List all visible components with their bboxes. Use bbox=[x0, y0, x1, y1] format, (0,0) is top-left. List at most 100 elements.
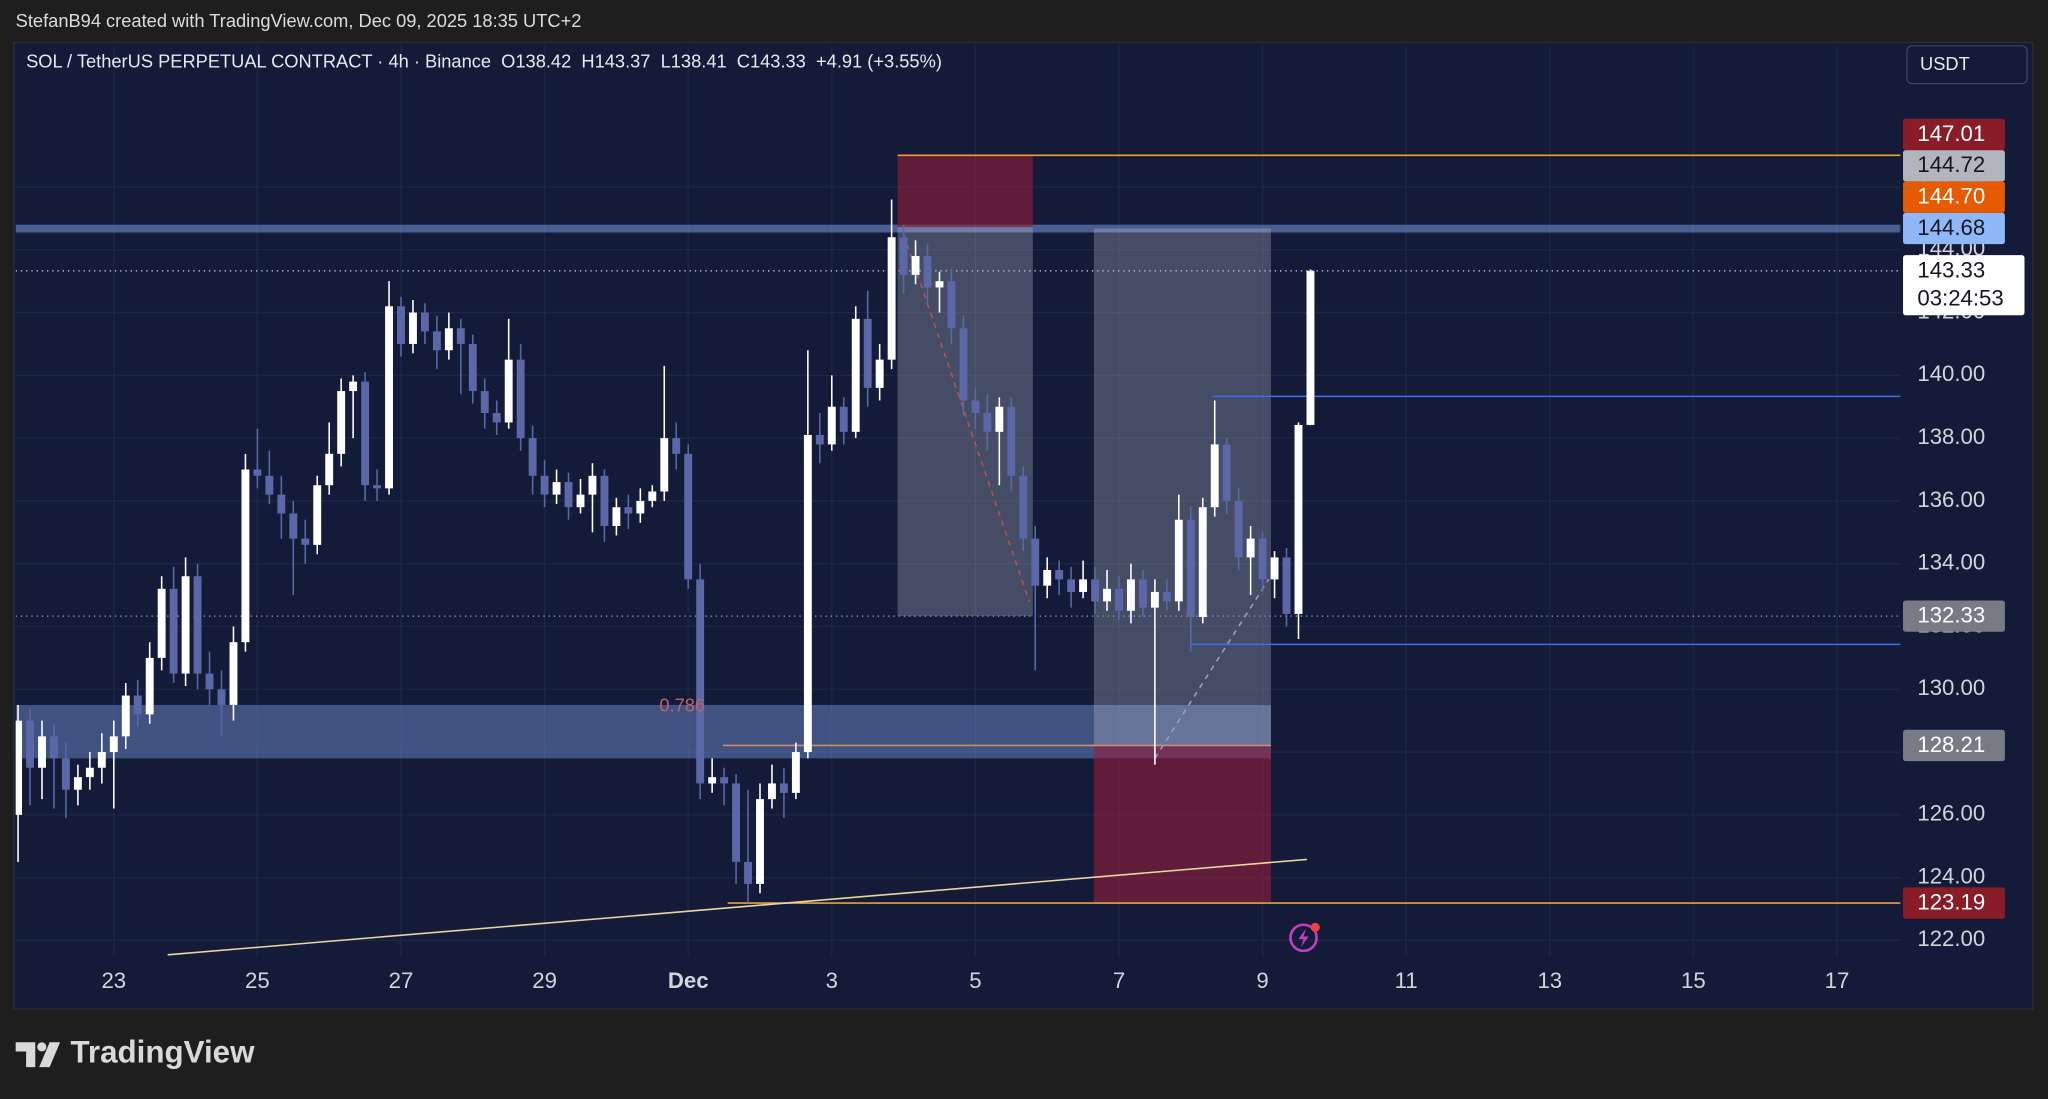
y-tick-label: 138.00 bbox=[1917, 424, 1985, 449]
candle-body bbox=[145, 657, 154, 715]
candle-body bbox=[851, 318, 860, 432]
chart-title: SOL / TetherUS PERPETUAL CONTRACT · 4h ·… bbox=[26, 51, 942, 72]
candle-body bbox=[1091, 579, 1100, 602]
x-tick-label: 25 bbox=[245, 968, 270, 993]
candle-body bbox=[504, 359, 513, 423]
candle-body bbox=[444, 328, 453, 351]
x-tick-label: 9 bbox=[1256, 968, 1268, 993]
price-label-box bbox=[1903, 600, 2005, 632]
candle-body bbox=[624, 507, 633, 514]
x-tick-label: 17 bbox=[1825, 968, 1850, 993]
annotation: 0.786 bbox=[659, 694, 705, 715]
candle-body bbox=[696, 579, 705, 784]
y-tick-label: 136.00 bbox=[1917, 487, 1985, 512]
logo-v bbox=[39, 1042, 61, 1068]
candle-body bbox=[1067, 579, 1076, 592]
brand-logo bbox=[15, 1042, 61, 1068]
candle-body bbox=[313, 485, 322, 545]
candle-body bbox=[1246, 538, 1255, 558]
candle-body bbox=[1150, 591, 1159, 608]
candle-body bbox=[253, 469, 262, 476]
x-tick-label: Dec bbox=[668, 968, 709, 993]
candle-body bbox=[779, 783, 788, 793]
price-label: 144.70 bbox=[1917, 184, 1985, 209]
candle-body bbox=[648, 491, 657, 501]
x-tick-label: 11 bbox=[1395, 968, 1418, 993]
candle-body bbox=[815, 434, 824, 445]
candle-body bbox=[277, 494, 286, 514]
alert-icon[interactable] bbox=[1289, 922, 1320, 953]
candle-body bbox=[540, 475, 549, 495]
candle-body bbox=[899, 237, 908, 275]
candle-body bbox=[588, 475, 597, 495]
countdown: 03:24:53 bbox=[1917, 285, 2003, 310]
y-tick-label: 126.00 bbox=[1917, 801, 1985, 826]
alert-ring[interactable] bbox=[1289, 923, 1318, 953]
candle-body bbox=[911, 256, 920, 275]
candle-body bbox=[1198, 507, 1207, 618]
drawn-line bbox=[1154, 578, 1270, 759]
candle-body bbox=[995, 406, 1004, 432]
candle-body bbox=[301, 538, 310, 545]
candle-body bbox=[732, 783, 741, 862]
zone bbox=[1093, 228, 1271, 746]
candle-body bbox=[157, 588, 166, 658]
x-tick-label: 27 bbox=[389, 968, 414, 993]
zone bbox=[1093, 745, 1271, 904]
candle-body bbox=[361, 381, 370, 486]
candle-body bbox=[50, 736, 58, 759]
price-label: 128.21 bbox=[1917, 732, 1985, 757]
currency-button[interactable] bbox=[1906, 45, 2028, 85]
candle-body bbox=[1306, 270, 1315, 425]
price-label: 144.72 bbox=[1917, 152, 1985, 177]
candle-body bbox=[325, 453, 334, 486]
alert-bolt bbox=[1298, 928, 1309, 947]
price-label-box bbox=[1903, 181, 2005, 213]
candle-body bbox=[1043, 569, 1052, 586]
price-label: 144.68 bbox=[1917, 215, 1985, 240]
candle-body bbox=[193, 576, 202, 674]
candle-body bbox=[468, 343, 477, 392]
candle-body bbox=[1222, 444, 1231, 501]
candle-body bbox=[1234, 500, 1243, 558]
zone bbox=[15, 704, 1271, 759]
candle-body bbox=[480, 391, 489, 414]
currency[interactable]: USDT bbox=[1920, 53, 1970, 74]
candle-body bbox=[85, 767, 94, 778]
candle-body bbox=[875, 359, 884, 388]
candle-body bbox=[241, 469, 250, 643]
candle-body bbox=[516, 359, 525, 439]
candle-body bbox=[349, 381, 358, 392]
candle-body bbox=[612, 507, 621, 527]
zone bbox=[15, 224, 1901, 233]
candle-body bbox=[1210, 444, 1219, 508]
candle-body bbox=[708, 777, 717, 784]
candle-body bbox=[827, 406, 836, 445]
candle-body bbox=[1031, 538, 1040, 586]
candle-body bbox=[265, 475, 274, 495]
candle-body bbox=[564, 482, 573, 508]
candle-body bbox=[672, 438, 681, 454]
candle-body bbox=[1294, 424, 1303, 614]
candle-body bbox=[947, 281, 956, 329]
price-label: 132.33 bbox=[1917, 603, 1985, 628]
plot-area: 0.786 bbox=[15, 154, 1901, 956]
candle-body bbox=[61, 758, 70, 790]
logo-t bbox=[15, 1042, 36, 1068]
price-label: 123.19 bbox=[1917, 890, 1985, 915]
candle-body bbox=[1282, 557, 1291, 614]
y-tick-label: 140.00 bbox=[1917, 361, 1985, 386]
candle-body bbox=[289, 513, 298, 539]
candle-body bbox=[492, 413, 501, 423]
attribution: StefanB94 created with TradingView.com, … bbox=[16, 10, 582, 31]
candle-body bbox=[863, 318, 872, 388]
candle-body bbox=[1174, 519, 1183, 602]
price-label-box bbox=[1903, 150, 2005, 182]
candle-body bbox=[720, 777, 729, 784]
candle-body bbox=[385, 306, 393, 489]
candle-body bbox=[576, 494, 585, 508]
candle-body bbox=[1079, 579, 1088, 592]
candle-body bbox=[432, 331, 441, 351]
candle-body bbox=[887, 237, 896, 360]
candle-body bbox=[1007, 406, 1016, 476]
